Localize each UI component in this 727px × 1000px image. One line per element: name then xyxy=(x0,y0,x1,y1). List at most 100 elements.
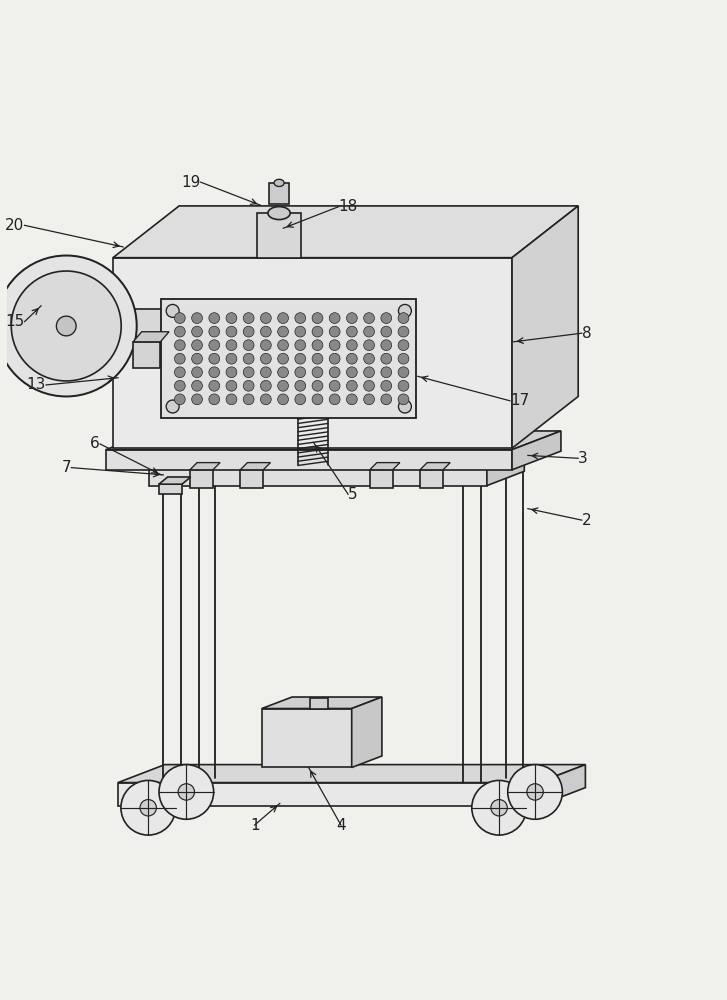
Bar xyxy=(106,450,512,470)
Text: 4: 4 xyxy=(336,818,346,833)
Circle shape xyxy=(192,326,202,337)
Circle shape xyxy=(347,380,357,391)
Circle shape xyxy=(329,380,340,391)
Bar xyxy=(420,470,443,488)
Circle shape xyxy=(364,394,374,405)
Circle shape xyxy=(472,780,526,835)
Ellipse shape xyxy=(274,179,284,186)
Circle shape xyxy=(312,367,323,378)
Circle shape xyxy=(226,313,237,323)
Circle shape xyxy=(398,400,411,413)
Polygon shape xyxy=(262,697,382,709)
Circle shape xyxy=(226,353,237,364)
Circle shape xyxy=(398,304,411,317)
Circle shape xyxy=(347,326,357,337)
Circle shape xyxy=(192,380,202,391)
Circle shape xyxy=(312,340,323,351)
Circle shape xyxy=(507,765,563,819)
Circle shape xyxy=(209,326,220,337)
Polygon shape xyxy=(159,477,190,484)
Circle shape xyxy=(278,353,289,364)
Circle shape xyxy=(312,326,323,337)
Circle shape xyxy=(260,326,271,337)
Circle shape xyxy=(278,367,289,378)
Circle shape xyxy=(260,380,271,391)
Text: 6: 6 xyxy=(90,436,100,451)
Circle shape xyxy=(174,326,185,337)
Circle shape xyxy=(398,367,409,378)
Circle shape xyxy=(192,394,202,405)
Polygon shape xyxy=(133,332,169,342)
Circle shape xyxy=(347,367,357,378)
Circle shape xyxy=(174,394,185,405)
Circle shape xyxy=(278,326,289,337)
Circle shape xyxy=(329,326,340,337)
Bar xyxy=(262,709,352,767)
Bar xyxy=(257,213,302,258)
Circle shape xyxy=(226,326,237,337)
Circle shape xyxy=(192,367,202,378)
Circle shape xyxy=(381,367,392,378)
Polygon shape xyxy=(113,206,578,258)
Circle shape xyxy=(244,326,254,337)
Circle shape xyxy=(178,784,195,800)
Circle shape xyxy=(209,367,220,378)
Circle shape xyxy=(295,394,305,405)
Text: 19: 19 xyxy=(181,175,201,190)
Circle shape xyxy=(260,340,271,351)
Circle shape xyxy=(347,313,357,323)
Circle shape xyxy=(174,313,185,323)
Circle shape xyxy=(57,316,76,336)
Polygon shape xyxy=(369,463,400,470)
Circle shape xyxy=(364,380,374,391)
Circle shape xyxy=(121,780,175,835)
Circle shape xyxy=(381,394,392,405)
Polygon shape xyxy=(512,431,561,470)
Circle shape xyxy=(209,353,220,364)
Polygon shape xyxy=(539,765,585,806)
Circle shape xyxy=(174,340,185,351)
Circle shape xyxy=(260,394,271,405)
Circle shape xyxy=(329,313,340,323)
Circle shape xyxy=(364,340,374,351)
Circle shape xyxy=(347,340,357,351)
Circle shape xyxy=(244,367,254,378)
Circle shape xyxy=(312,394,323,405)
Bar xyxy=(269,183,289,204)
Circle shape xyxy=(329,340,340,351)
Circle shape xyxy=(398,313,409,323)
Circle shape xyxy=(295,326,305,337)
Circle shape xyxy=(329,367,340,378)
Circle shape xyxy=(347,353,357,364)
Text: 18: 18 xyxy=(339,199,358,214)
Circle shape xyxy=(381,326,392,337)
Circle shape xyxy=(244,394,254,405)
Ellipse shape xyxy=(268,207,290,220)
Text: 2: 2 xyxy=(582,513,592,528)
Circle shape xyxy=(295,313,305,323)
Text: 7: 7 xyxy=(62,460,71,475)
Circle shape xyxy=(398,394,409,405)
Circle shape xyxy=(295,380,305,391)
Circle shape xyxy=(364,353,374,364)
Polygon shape xyxy=(420,463,450,470)
Circle shape xyxy=(192,353,202,364)
Bar xyxy=(161,299,417,418)
Bar xyxy=(369,470,393,488)
Circle shape xyxy=(364,326,374,337)
Bar xyxy=(190,470,213,488)
Circle shape xyxy=(312,313,323,323)
Circle shape xyxy=(364,367,374,378)
Circle shape xyxy=(174,353,185,364)
Circle shape xyxy=(278,394,289,405)
Bar xyxy=(133,309,187,343)
Circle shape xyxy=(226,394,237,405)
Circle shape xyxy=(174,380,185,391)
Circle shape xyxy=(278,380,289,391)
Text: 15: 15 xyxy=(5,314,25,329)
Circle shape xyxy=(295,353,305,364)
Bar xyxy=(118,783,539,806)
Circle shape xyxy=(244,340,254,351)
Circle shape xyxy=(209,340,220,351)
Circle shape xyxy=(159,765,214,819)
